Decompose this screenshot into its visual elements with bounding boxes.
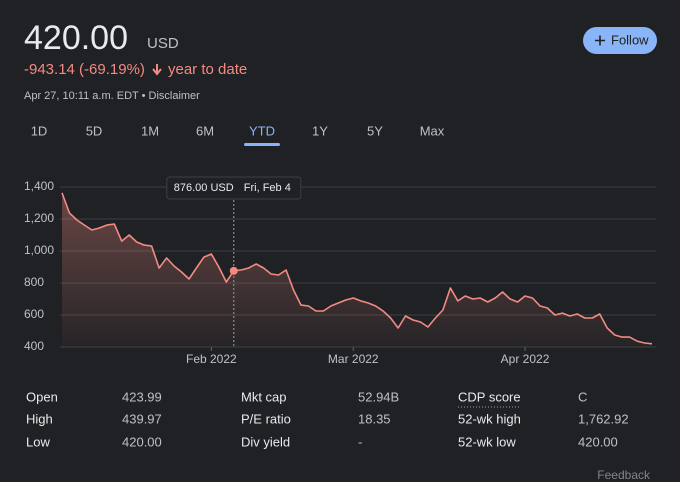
stat-label: Mkt cap [241,389,287,404]
plus-icon[interactable] [595,35,605,46]
stat-value: 52.94B [358,389,399,404]
stat-label: Open [26,389,58,404]
x-tick-label: Mar 2022 [328,352,379,366]
currency: USD [147,35,179,52]
tab[interactable]: 5D [86,123,103,138]
tab[interactable]: 1D [31,123,48,138]
price-line [61,192,653,345]
follow-label[interactable]: Follow [611,32,649,47]
stat-label: 52-wk low [458,434,516,449]
stat-value: 420.00 [122,434,162,449]
tab[interactable]: YTD [249,123,275,138]
stat-label: High [26,411,53,426]
stat-value: 423.99 [122,389,162,404]
stat-value: 18.35 [358,411,391,426]
stat-label: P/E ratio [241,411,291,426]
timestamp: Apr 27, 10:11 a.m. EDT • Disclaimer [24,90,200,102]
tooltip-date: Fri, Feb 4 [244,182,291,194]
tab[interactable]: 6M [196,123,214,138]
tab-underline [244,143,280,146]
stat-value: - [358,434,362,449]
y-tick-label: 400 [24,339,44,353]
stat-label: CDP score [458,389,521,404]
tooltip-price: 876.00 USD [174,182,234,194]
stat-value: 1,762.92 [578,411,629,426]
stat-value: 439.97 [122,411,162,426]
tab[interactable]: 1Y [312,123,328,138]
change: -943.14 (-69.19%) [24,61,145,78]
x-tick-label: Feb 2022 [186,352,237,366]
stat-value: C [578,389,587,404]
price: 420.00 [24,19,128,57]
period: year to date [168,61,247,78]
y-tick-label: 1,200 [24,211,54,225]
follow-bg[interactable] [583,27,657,54]
tab[interactable]: 5Y [367,123,383,138]
y-tick-label: 600 [24,307,44,321]
down-arrow [152,64,162,76]
tooltip-box [166,176,302,200]
y-tick-label: 1,000 [24,243,54,257]
y-tick-label: 1,400 [24,179,54,193]
x-tick-label: Apr 2022 [501,352,550,366]
feedback[interactable]: Feedback [597,468,651,482]
tab[interactable]: Max [420,123,445,138]
follow-button[interactable]: Follow [583,27,657,54]
stat-label: Div yield [241,434,290,449]
tab[interactable]: 1M [141,123,159,138]
hover-point [229,266,238,275]
y-tick-label: 800 [24,275,44,289]
area [62,192,652,347]
stat-value: 420.00 [578,434,618,449]
stat-label: Low [26,434,50,449]
stat-label: 52-wk high [458,411,521,426]
